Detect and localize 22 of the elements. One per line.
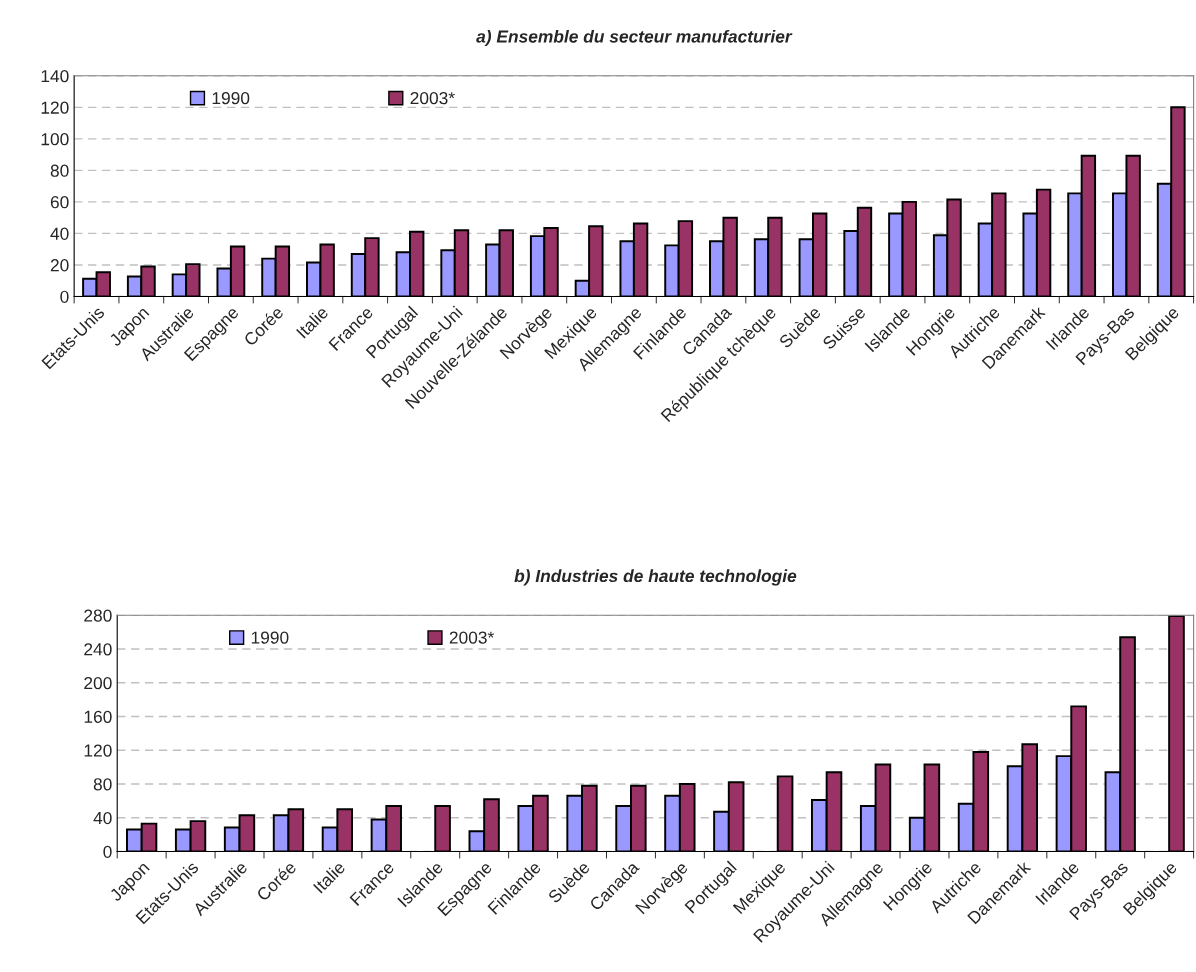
y-tick-label: 60 xyxy=(50,196,69,209)
chart-title: b) Industries de haute technologie xyxy=(514,569,797,586)
y-tick-label: 20 xyxy=(50,259,69,272)
y-tick-label: 160 xyxy=(84,710,112,723)
y-tick-label: 40 xyxy=(93,811,112,825)
y-tick-label: 120 xyxy=(41,101,69,114)
legend-label: 1990 xyxy=(212,91,250,105)
y-tick-label: 0 xyxy=(103,845,112,858)
y-tick-label: 40 xyxy=(50,227,69,240)
y-tick-label: 0 xyxy=(60,290,69,303)
chart-title: a) Ensemble du secteur manufacturier xyxy=(476,29,793,47)
legend-label: 2003* xyxy=(410,91,455,105)
y-tick-label: 80 xyxy=(93,778,112,791)
y-tick-label: 240 xyxy=(84,643,112,656)
y-tick-label: 200 xyxy=(84,676,112,690)
legend-label: 2003* xyxy=(449,631,494,644)
y-tick-label: 120 xyxy=(84,744,112,757)
y-tick-label: 80 xyxy=(50,164,69,177)
legend-label: 1990 xyxy=(251,631,289,644)
y-tick-label: 140 xyxy=(41,69,69,83)
y-tick-label: 100 xyxy=(41,133,69,146)
y-tick-label: 280 xyxy=(84,609,112,622)
